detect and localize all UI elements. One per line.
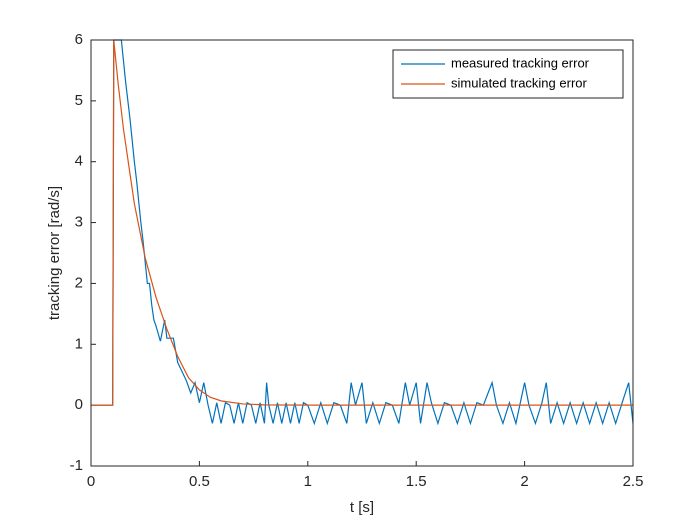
x-tick-label: 0.5 <box>189 473 210 490</box>
y-axis-label: tracking error [rad/s] <box>46 186 63 320</box>
legend-label: measured tracking error <box>451 55 590 70</box>
y-tick-label: -1 <box>70 457 83 474</box>
data-line <box>91 39 633 406</box>
y-tick-label: 1 <box>75 335 83 352</box>
legend-label: simulated tracking error <box>451 75 587 90</box>
x-tick-label: 1 <box>304 473 312 490</box>
y-tick-label: 2 <box>75 274 83 291</box>
axes-box <box>90 39 634 467</box>
x-tick-label: 0 <box>87 473 95 490</box>
y-tick-label: 0 <box>75 396 83 413</box>
y-tick-label: 5 <box>75 92 83 109</box>
x-tick-label: 2 <box>520 473 528 490</box>
y-tick-label: 3 <box>75 214 83 231</box>
x-axis-label: t [s] <box>350 499 374 516</box>
legend-box <box>392 49 624 99</box>
data-line <box>91 39 634 426</box>
x-tick-label: 1.5 <box>406 473 427 490</box>
x-tick-label: 2.5 <box>623 473 644 490</box>
y-tick-label: 6 <box>75 31 83 48</box>
y-tick-label: 4 <box>75 153 83 170</box>
